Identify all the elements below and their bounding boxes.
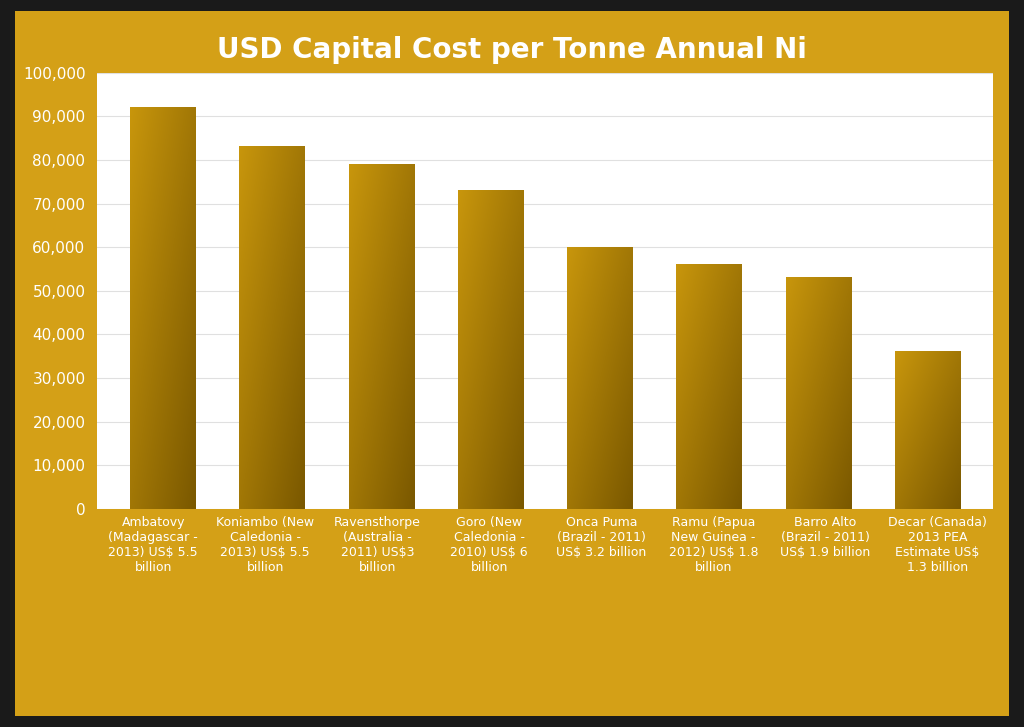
Text: Barro Alto
(Brazil - 2011)
US$ 1.9 billion: Barro Alto (Brazil - 2011) US$ 1.9 billi… bbox=[780, 516, 870, 559]
Text: Onca Puma
(Brazil - 2011)
US$ 3.2 billion: Onca Puma (Brazil - 2011) US$ 3.2 billio… bbox=[556, 516, 646, 559]
Text: Goro (New
Caledonia -
2010) US$ 6
billion: Goro (New Caledonia - 2010) US$ 6 billio… bbox=[451, 516, 528, 574]
Text: Ramu (Papua
New Guinea -
2012) US$ 1.8
billion: Ramu (Papua New Guinea - 2012) US$ 1.8 b… bbox=[669, 516, 758, 574]
Text: USD Capital Cost per Tonne Annual Ni: USD Capital Cost per Tonne Annual Ni bbox=[217, 36, 807, 63]
Text: Ambatovy
(Madagascar -
2013) US$ 5.5
billion: Ambatovy (Madagascar - 2013) US$ 5.5 bil… bbox=[109, 516, 199, 574]
Text: Ravensthorpe
(Australia -
2011) US$3
billion: Ravensthorpe (Australia - 2011) US$3 bil… bbox=[334, 516, 421, 574]
Text: Decar (Canada)
2013 PEA
Estimate US$
1.3 billion: Decar (Canada) 2013 PEA Estimate US$ 1.3… bbox=[888, 516, 987, 574]
Text: Koniambo (New
Caledonia -
2013) US$ 5.5
billion: Koniambo (New Caledonia - 2013) US$ 5.5 … bbox=[216, 516, 314, 574]
